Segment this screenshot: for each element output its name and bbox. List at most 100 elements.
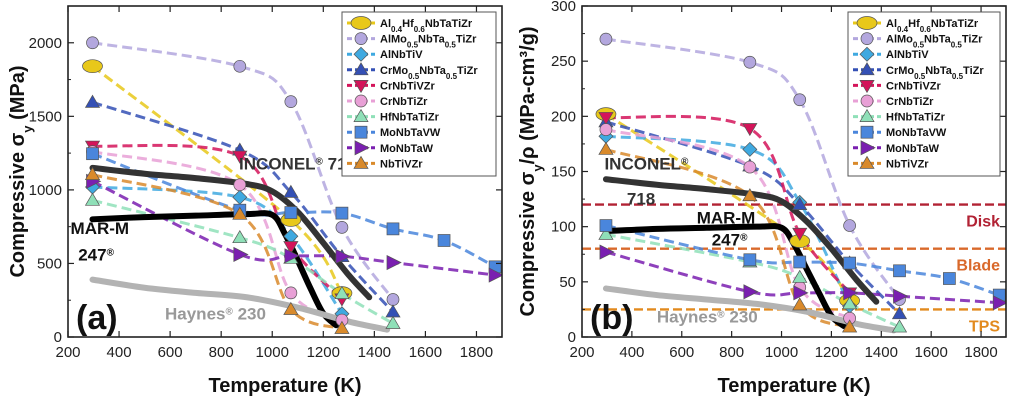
data-point-crmo0-5nbta0-5tizr: [84, 94, 101, 108]
limit-label-tps: TPS: [969, 318, 1000, 335]
y-axis-label: Compressive σy/ρ (MPa-cm³/g): [517, 26, 545, 316]
x-tick-label: 200: [55, 344, 80, 361]
legend-label-crmo0-5nbta0-5tizr: CrMo0.5NbTa0.5TiZr: [886, 65, 984, 81]
data-point-monbtavw: [599, 219, 613, 232]
data-point-monbtavw: [843, 256, 856, 270]
data-point-hfnbtatizr: [232, 230, 248, 244]
data-point-monbtavw: [793, 255, 807, 269]
data-point-monbtaw: [335, 248, 351, 264]
data-point-hfnbtatizr: [842, 296, 858, 310]
data-point-almo0-5nbta0-5tizr: [284, 95, 298, 108]
x-tick-label: 1200: [307, 344, 340, 361]
axes-frame: [67, 5, 503, 338]
legend-label-monbtaw: MoNbTaW: [380, 143, 434, 155]
reference-curve-mar-m-247: [602, 223, 847, 329]
annotation-label: 718: [627, 190, 655, 209]
y-tick-label: 200: [551, 108, 576, 125]
x-tick-label: 1600: [914, 344, 947, 361]
legend-label-alnbtiv: AlNbTiV: [380, 49, 423, 61]
series-line-al0-4hf0-6nbtatizr: [91, 64, 344, 295]
limit-label-disk: Disk: [966, 214, 1000, 231]
x-tick-label: 400: [619, 344, 644, 361]
annotation-label: 247®: [712, 230, 748, 249]
legend-label-alnbtiv: AlNbTiV: [886, 49, 929, 61]
data-point-nbtivzr: [742, 188, 758, 202]
legend-label-almo0-5nbta0-5tizr: AlMo0.5NbTa0.5TiZr: [380, 34, 477, 50]
data-point-monbtavw: [86, 147, 99, 161]
legend-marker-al0-4hf0-6nbtatizr: [350, 16, 372, 30]
data-point-monbtaw: [992, 295, 1006, 311]
x-tick-label: 1800: [460, 344, 493, 361]
legend-label-crnbtivzr: CrNbTiVZr: [380, 80, 436, 92]
legend-marker-crnbtizr: [354, 94, 368, 108]
limit-label-blade: Blade: [956, 258, 1000, 275]
legend-marker-alnbtiv: [353, 46, 369, 62]
y-tick-label: 1500: [29, 108, 62, 125]
legend-marker-crmo0-5nbta0-5tizr: [353, 62, 369, 76]
data-point-al0-4hf0-6nbtatizr: [82, 59, 103, 74]
data-point-monbtavw: [437, 234, 451, 247]
annotation-label: MAR-M: [71, 219, 130, 238]
x-tick-label: 600: [669, 344, 694, 361]
series-line-monbtaw: [91, 180, 496, 277]
y-tick-label: 50: [559, 274, 576, 291]
legend-label-nbtivzr: NbTiVZr: [380, 158, 423, 170]
series-line-nbtivzr: [92, 173, 343, 330]
legend-marker-nbtivzr: [353, 155, 369, 169]
y-tick-label: 500: [37, 255, 62, 272]
y-tick-label: 1000: [29, 182, 62, 199]
data-point-almo0-5nbta0-5tizr: [233, 59, 247, 73]
data-point-crnbtivzr: [742, 123, 758, 137]
data-point-crnbtizr: [233, 178, 247, 192]
reference-curve-haynes-230: [602, 285, 897, 334]
annotation-label: INCONEL®: [604, 154, 689, 173]
data-point-nbtivzr: [232, 206, 248, 220]
legend-label-almo0-5nbta0-5tizr: AlMo0.5NbTa0.5TiZr: [886, 34, 983, 50]
legend-marker-almo0-5nbta0-5tizr: [860, 32, 874, 45]
data-point-monbtaw: [843, 285, 859, 301]
legend-label-al0-4hf0-6nbtatizr: Al0.4Hf0.6NbTaTiZr: [380, 18, 473, 34]
plot-content: [582, 32, 1006, 334]
data-point-crmo0-5nbta0-5tizr: [792, 196, 808, 210]
reference-curve-inconel-718: [602, 176, 880, 305]
legend-marker-hfnbtatizr: [859, 108, 875, 122]
legend-marker-al0-4hf0-6nbtatizr: [856, 16, 878, 30]
data-point-hfnbtatizr: [598, 226, 614, 240]
legend-label-crnbtizr: CrNbTiZr: [380, 96, 428, 108]
data-point-crnbtizr: [743, 160, 757, 174]
legend-marker-crnbtizr: [860, 94, 874, 108]
x-tick-label: 1200: [815, 344, 848, 361]
legend-label-crnbtivzr: CrNbTiVZr: [886, 80, 942, 92]
legend-label-nbtivzr: NbTiVZr: [886, 158, 929, 170]
data-point-crnbtizr: [284, 286, 298, 300]
data-point-nbtivzr: [842, 319, 858, 333]
legend-label-monbtaw: MoNbTaW: [886, 143, 940, 155]
data-point-nbtivzr: [598, 141, 614, 155]
data-point-almo0-5nbta0-5tizr: [793, 93, 807, 107]
data-point-nbtivzr: [334, 320, 350, 334]
data-point-monbtavw: [893, 264, 906, 278]
x-tick-label: 800: [719, 344, 744, 361]
y-tick-label: 150: [551, 164, 576, 181]
series-line-monbtaw: [605, 250, 1000, 305]
annotation-label: MAR-M: [697, 208, 756, 227]
x-tick-label: 1400: [358, 344, 391, 361]
data-point-nbtivzr: [283, 301, 299, 315]
series-line-alnbtiv: [92, 185, 344, 315]
x-tick-label: 1800: [964, 344, 997, 361]
legend-label-monbtavw: MoNbTaVW: [886, 127, 947, 139]
data-point-almo0-5nbta0-5tizr: [843, 219, 856, 232]
legend-marker-nbtivzr: [859, 155, 875, 169]
reference-curve-mar-m-247: [89, 210, 340, 329]
x-tick-label: 600: [158, 344, 183, 361]
legend-marker-crnbtivzr: [353, 80, 369, 94]
data-point-hfnbtatizr: [891, 319, 908, 333]
panel-a-chart: INCONEL® 718 MAR-M 247® Haynes® 230 200 400 60…: [7, 5, 503, 397]
legend-marker-monbtavw: [860, 125, 874, 139]
data-point-hfnbtatizr: [792, 269, 808, 283]
legend-marker-monbtaw: [354, 140, 370, 156]
data-point-monbtaw: [386, 254, 402, 271]
data-point-almo0-5nbta0-5tizr: [599, 32, 613, 46]
legend-marker-monbtaw: [860, 140, 876, 156]
